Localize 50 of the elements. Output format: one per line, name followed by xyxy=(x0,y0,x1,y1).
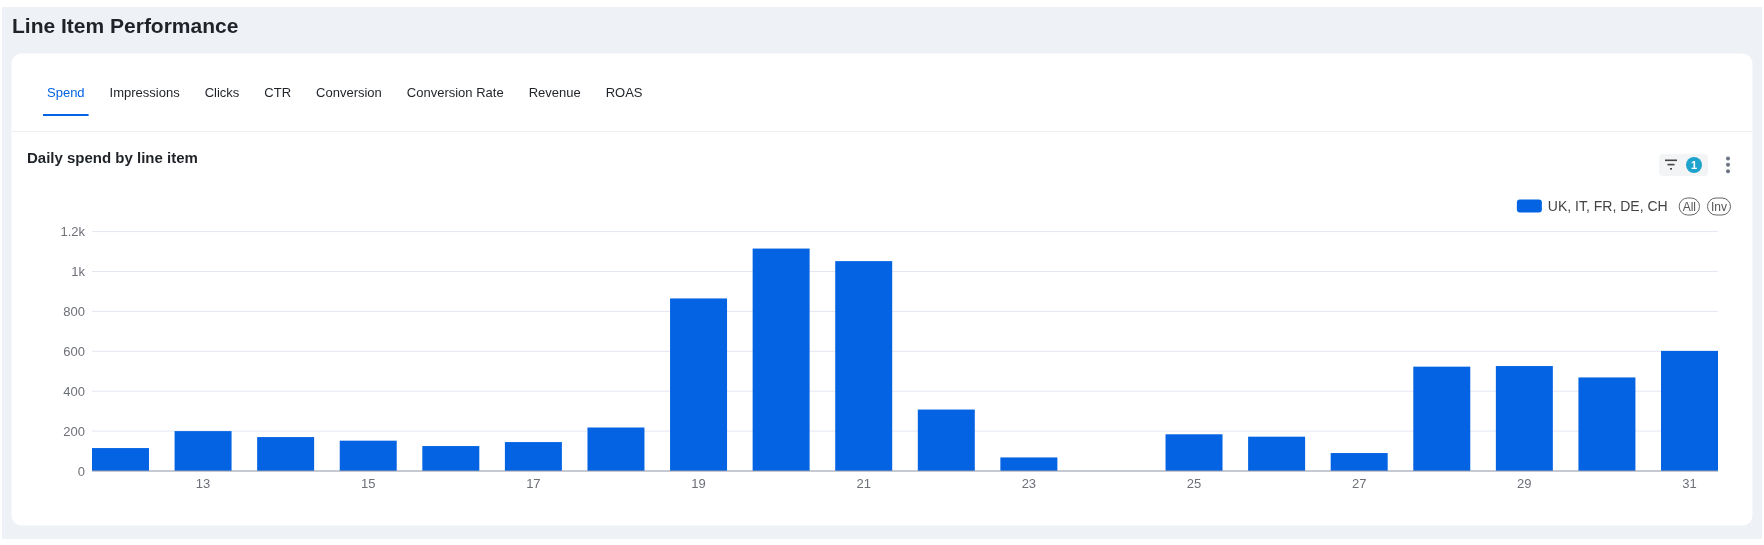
bar xyxy=(1330,453,1388,471)
chart-title: Line Item Performance xyxy=(12,14,239,37)
bar xyxy=(1661,350,1718,471)
bar xyxy=(587,427,645,471)
x-tick-label: 25 xyxy=(1186,476,1202,491)
bar xyxy=(174,431,232,471)
x-tick-label: 31 xyxy=(1682,476,1697,491)
x-tick-label: 21 xyxy=(856,476,871,491)
bar xyxy=(752,248,810,471)
x-tick-label: 13 xyxy=(195,476,211,491)
text: 1 xyxy=(1690,158,1698,171)
bar xyxy=(1000,457,1058,471)
bar xyxy=(917,409,975,471)
bar xyxy=(92,448,149,471)
x-tick-label: 27 xyxy=(1351,476,1367,491)
bar xyxy=(1413,366,1471,471)
bar xyxy=(1495,366,1553,471)
chart-subtitle: Daily spend by line item xyxy=(27,149,198,166)
text: Inv xyxy=(1710,199,1727,214)
text: Revenue xyxy=(528,84,581,100)
bar xyxy=(1165,434,1223,471)
bar xyxy=(1578,377,1636,471)
x-tick-label: 29 xyxy=(1517,476,1532,491)
text: Conversion xyxy=(316,84,382,100)
y-tick-label: 800 xyxy=(63,303,85,319)
y-tick-label: 400 xyxy=(63,383,85,399)
y-tick-label: 1.2k xyxy=(60,224,86,240)
text: CTR xyxy=(264,84,292,100)
bar xyxy=(422,446,480,471)
text: Clicks xyxy=(204,84,240,100)
y-tick-label: 600 xyxy=(63,343,85,359)
x-tick-label: 15 xyxy=(361,476,376,491)
x-tick-label: 17 xyxy=(526,476,541,491)
bar xyxy=(504,442,562,471)
bar xyxy=(835,261,893,471)
x-tick-label: 19 xyxy=(691,476,706,491)
y-tick-label: 200 xyxy=(63,423,85,439)
x-tick-label: 23 xyxy=(1021,476,1037,491)
text: Spend xyxy=(47,84,85,100)
bar xyxy=(339,440,397,471)
text: Conversion Rate xyxy=(406,84,504,100)
text: ROAS xyxy=(605,84,643,100)
bar xyxy=(257,437,315,471)
text: Impressions xyxy=(109,84,181,100)
text: All xyxy=(1682,199,1696,214)
bar xyxy=(1248,436,1306,471)
bar xyxy=(670,298,728,471)
y-tick-label: 0 xyxy=(77,463,85,479)
y-tick-label: 1k xyxy=(71,264,86,280)
legend-label: UK, IT, FR, DE, CH xyxy=(1547,197,1668,214)
